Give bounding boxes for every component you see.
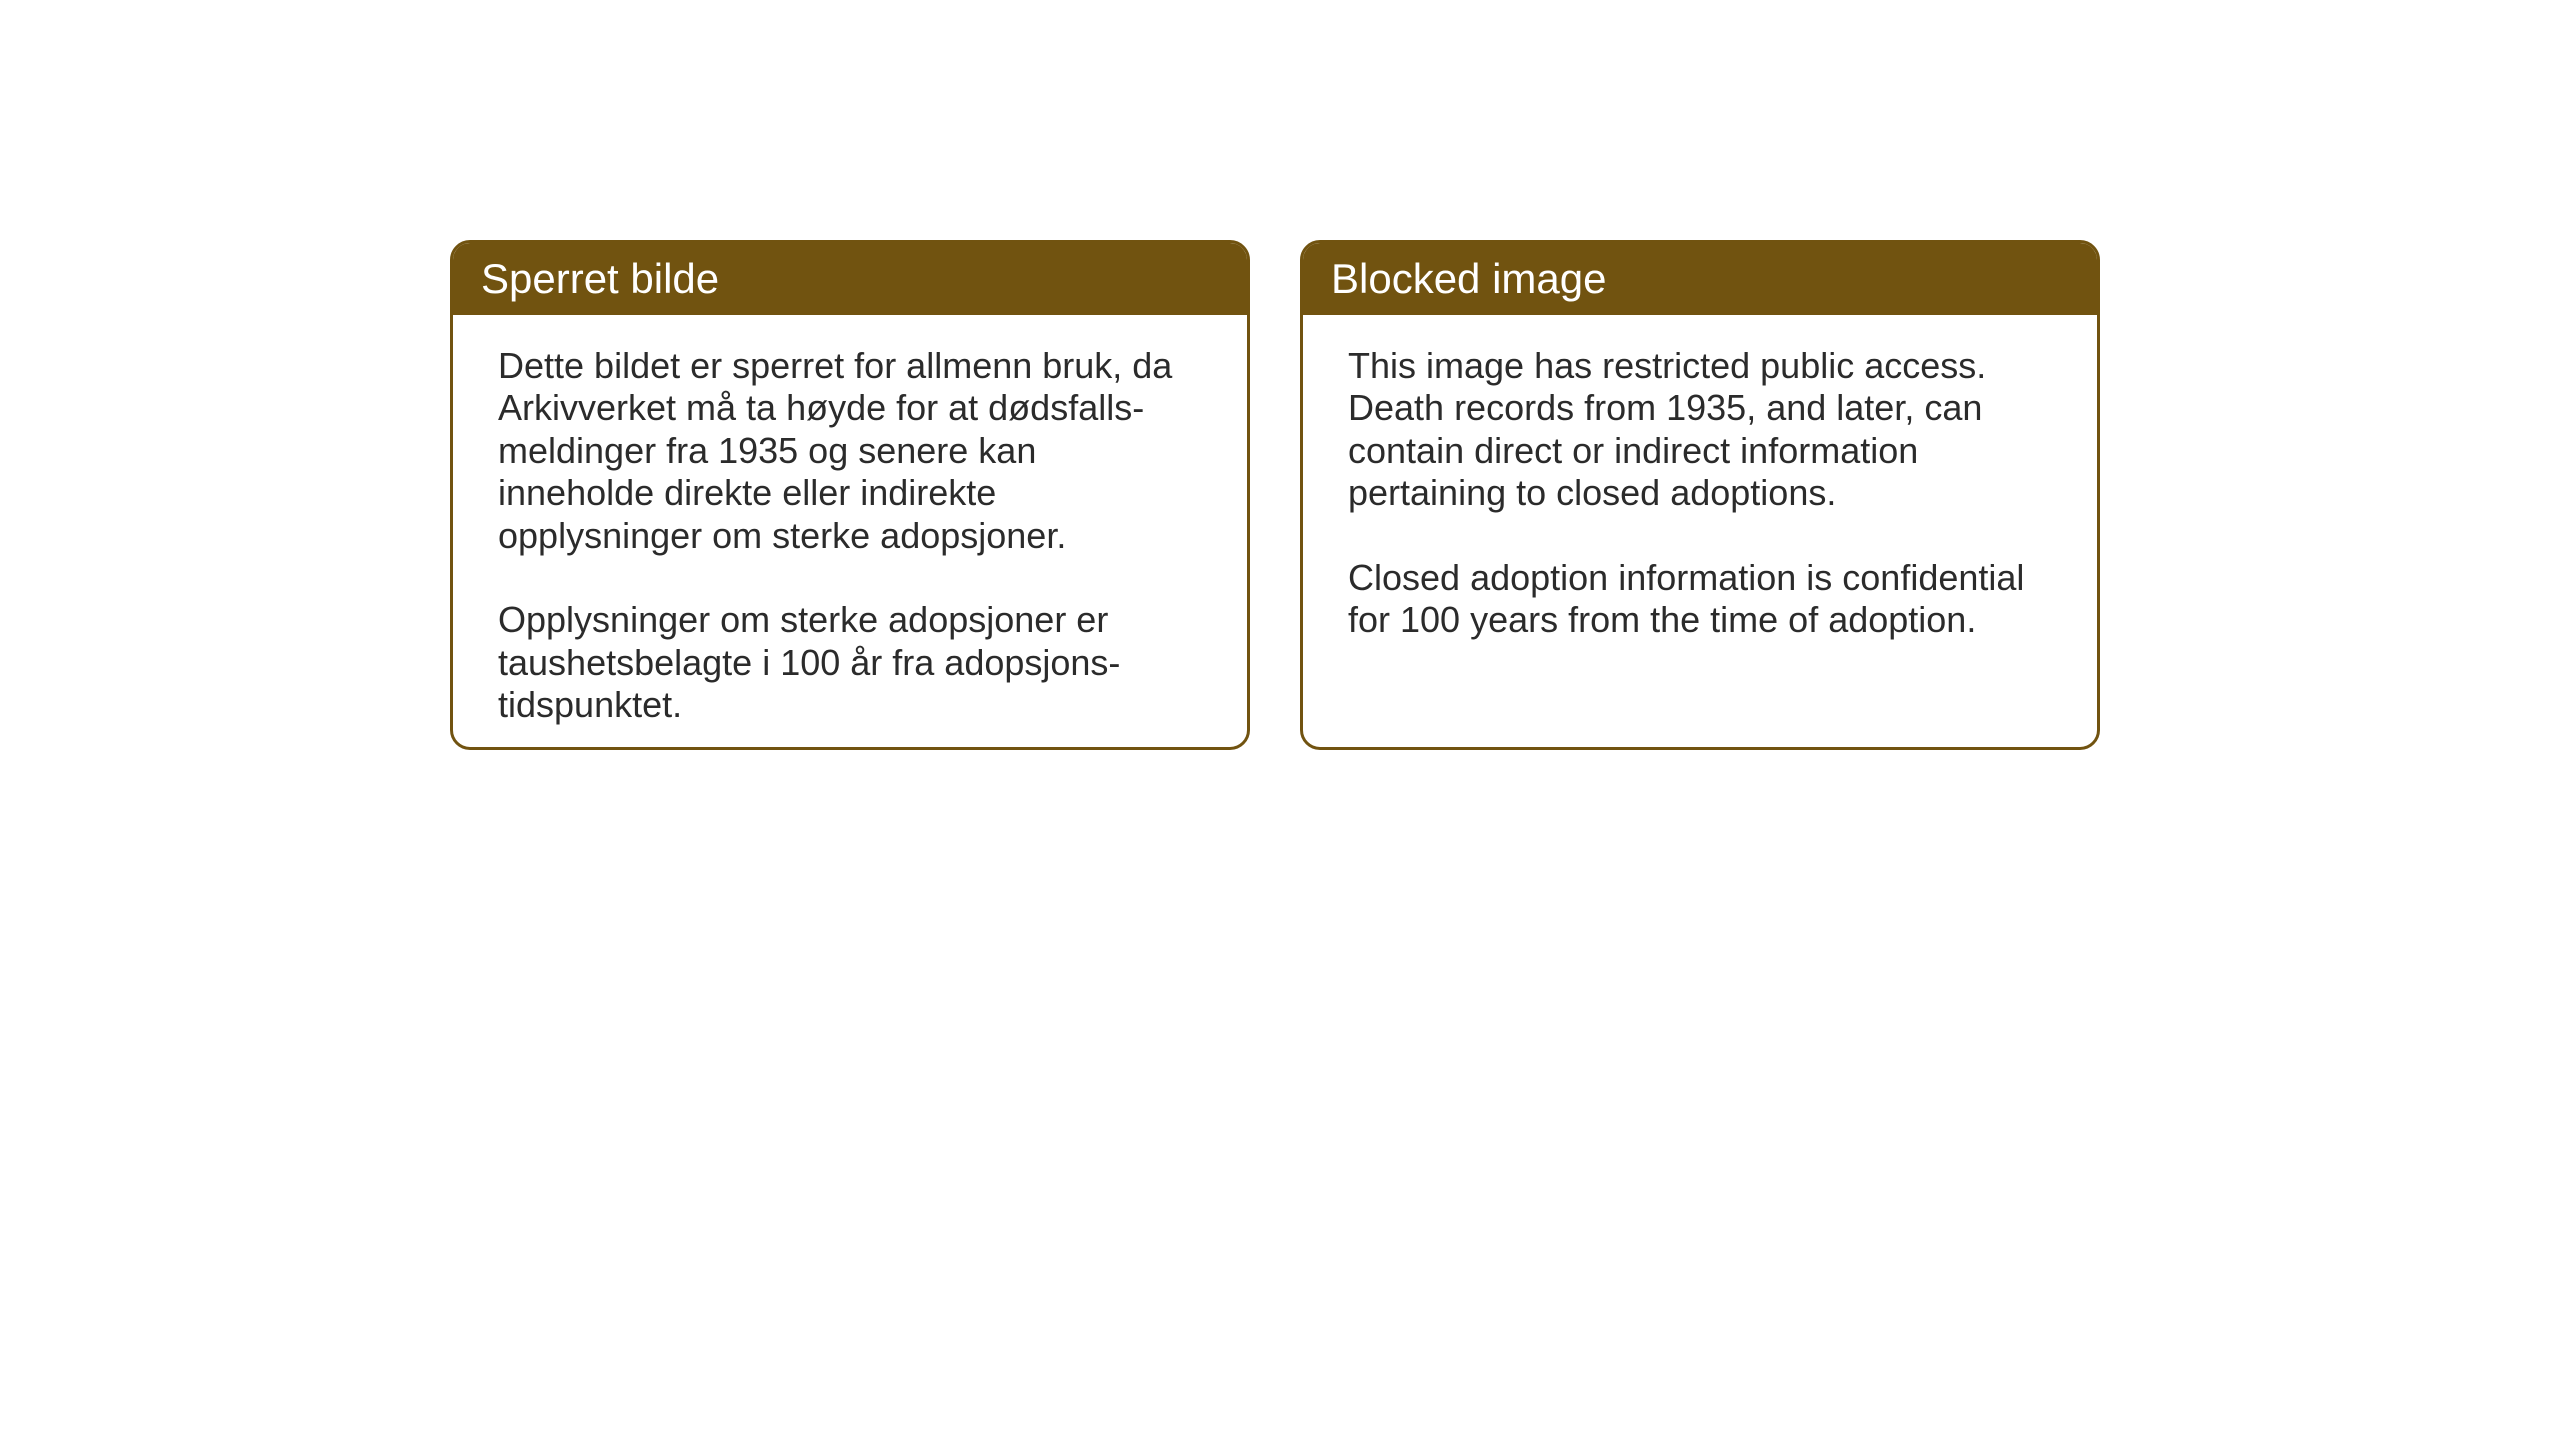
- cards-container: Sperret bilde Dette bildet er sperret fo…: [450, 240, 2100, 750]
- paragraph-1-norwegian: Dette bildet er sperret for allmenn bruk…: [498, 345, 1202, 557]
- card-title-norwegian: Sperret bilde: [481, 255, 719, 302]
- paragraph-2-english: Closed adoption information is confident…: [1348, 557, 2052, 642]
- card-english: Blocked image This image has restricted …: [1300, 240, 2100, 750]
- paragraph-2-norwegian: Opplysninger om sterke adopsjoner er tau…: [498, 599, 1202, 726]
- card-norwegian: Sperret bilde Dette bildet er sperret fo…: [450, 240, 1250, 750]
- card-body-norwegian: Dette bildet er sperret for allmenn bruk…: [453, 315, 1247, 750]
- card-header-english: Blocked image: [1303, 243, 2097, 315]
- card-header-norwegian: Sperret bilde: [453, 243, 1247, 315]
- card-body-english: This image has restricted public access.…: [1303, 315, 2097, 672]
- card-title-english: Blocked image: [1331, 255, 1606, 302]
- paragraph-1-english: This image has restricted public access.…: [1348, 345, 2052, 515]
